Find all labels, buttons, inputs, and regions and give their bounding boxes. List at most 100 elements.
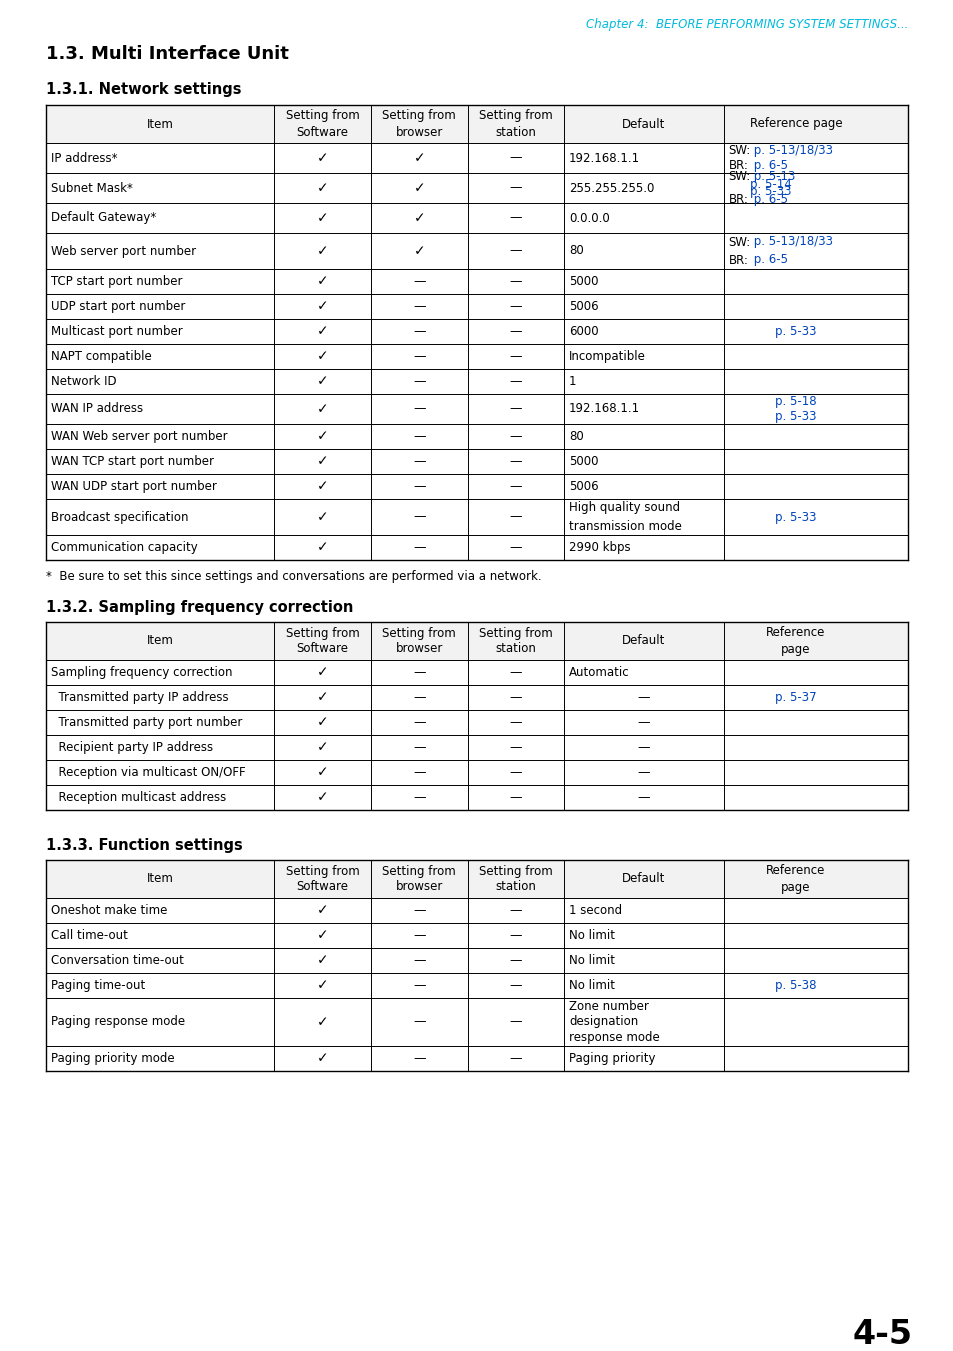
- Text: Default: Default: [621, 635, 665, 647]
- Text: —: —: [413, 403, 425, 416]
- Text: —: —: [413, 690, 425, 704]
- Text: High quality sound: High quality sound: [569, 501, 679, 515]
- Text: —: —: [509, 666, 521, 680]
- Text: ✓: ✓: [316, 211, 328, 226]
- Text: Transmitted party port number: Transmitted party port number: [51, 716, 242, 730]
- Text: SW:: SW:: [728, 145, 750, 157]
- Text: p. 5-33: p. 5-33: [775, 326, 816, 338]
- Text: ✓: ✓: [316, 1051, 328, 1066]
- Text: —: —: [509, 979, 521, 992]
- Text: Setting from
browser: Setting from browser: [382, 627, 456, 655]
- Text: Item: Item: [147, 873, 173, 885]
- Text: 5006: 5006: [569, 300, 598, 313]
- Text: response mode: response mode: [569, 1032, 659, 1044]
- Text: WAN IP address: WAN IP address: [51, 403, 143, 416]
- Text: —: —: [509, 403, 521, 416]
- Text: Communication capacity: Communication capacity: [51, 540, 197, 554]
- Text: Setting from
Software: Setting from Software: [286, 865, 359, 893]
- Text: BR:: BR:: [728, 193, 747, 205]
- Text: 1.3.2. Sampling frequency correction: 1.3.2. Sampling frequency correction: [46, 600, 353, 615]
- Text: p. 5-38: p. 5-38: [775, 979, 816, 992]
- Text: —: —: [413, 716, 425, 730]
- Text: —: —: [509, 1016, 521, 1028]
- Text: —: —: [509, 276, 521, 288]
- Text: p. 5-13/18/33: p. 5-13/18/33: [749, 145, 832, 157]
- Text: Setting from
Software: Setting from Software: [286, 627, 359, 655]
- Text: Item: Item: [147, 118, 173, 131]
- Text: ✓: ✓: [316, 690, 328, 704]
- Text: No limit: No limit: [569, 954, 615, 967]
- Text: —: —: [509, 716, 521, 730]
- Text: —: —: [413, 326, 425, 338]
- Text: p. 6-5: p. 6-5: [749, 254, 787, 266]
- Text: ✓: ✓: [316, 954, 328, 967]
- Text: —: —: [413, 1016, 425, 1028]
- Text: Setting from
browser: Setting from browser: [382, 865, 456, 893]
- Text: 5000: 5000: [569, 455, 598, 467]
- Text: —: —: [413, 766, 425, 780]
- Text: Default Gateway*: Default Gateway*: [51, 212, 156, 224]
- Text: 1.3.3. Function settings: 1.3.3. Function settings: [46, 838, 242, 852]
- Text: Automatic: Automatic: [569, 666, 629, 680]
- Text: ✓: ✓: [316, 374, 328, 389]
- Text: ✓: ✓: [316, 430, 328, 443]
- Text: —: —: [413, 480, 425, 493]
- Text: —: —: [413, 790, 425, 804]
- Text: p. 6-5: p. 6-5: [749, 159, 787, 172]
- Text: p. 5-13: p. 5-13: [749, 170, 794, 184]
- Text: 0.0.0.0: 0.0.0.0: [569, 212, 609, 224]
- Text: —: —: [509, 181, 521, 195]
- Text: No limit: No limit: [569, 979, 615, 992]
- Text: ✓: ✓: [316, 928, 328, 943]
- Text: ✓: ✓: [316, 904, 328, 917]
- Text: —: —: [509, 480, 521, 493]
- Text: Network ID: Network ID: [51, 376, 116, 388]
- Text: Paging priority: Paging priority: [569, 1052, 655, 1065]
- Text: Item: Item: [147, 635, 173, 647]
- Text: —: —: [413, 904, 425, 917]
- Text: —: —: [509, 350, 521, 363]
- Bar: [46, 861, 907, 898]
- Text: —: —: [509, 430, 521, 443]
- Text: ✓: ✓: [316, 790, 328, 804]
- Text: ✓: ✓: [316, 454, 328, 469]
- Text: —: —: [413, 430, 425, 443]
- Text: —: —: [509, 904, 521, 917]
- Bar: [46, 105, 907, 143]
- Text: Multicast port number: Multicast port number: [51, 326, 183, 338]
- Text: ✓: ✓: [316, 740, 328, 754]
- Text: —: —: [413, 376, 425, 388]
- Text: ✓: ✓: [316, 403, 328, 416]
- Text: SW:: SW:: [728, 235, 750, 249]
- Text: p. 5-33: p. 5-33: [775, 511, 816, 523]
- Text: Reference
page: Reference page: [765, 865, 824, 893]
- Text: —: —: [637, 716, 649, 730]
- Text: —: —: [413, 350, 425, 363]
- Text: Recipient party IP address: Recipient party IP address: [51, 740, 213, 754]
- Text: p. 5-13/18/33: p. 5-13/18/33: [749, 235, 832, 249]
- Text: 4-5: 4-5: [852, 1319, 912, 1351]
- Text: Incompatible: Incompatible: [569, 350, 645, 363]
- Text: —: —: [509, 212, 521, 224]
- Text: Reference page: Reference page: [749, 118, 841, 131]
- Text: —: —: [509, 376, 521, 388]
- Text: 192.168.1.1: 192.168.1.1: [569, 403, 639, 416]
- Text: —: —: [413, 276, 425, 288]
- Text: Subnet Mask*: Subnet Mask*: [51, 181, 132, 195]
- Text: Setting from
browser: Setting from browser: [382, 109, 456, 139]
- Text: 255.255.255.0: 255.255.255.0: [569, 181, 654, 195]
- Text: Setting from
Software: Setting from Software: [286, 109, 359, 139]
- Text: —: —: [509, 326, 521, 338]
- Text: 1: 1: [569, 376, 576, 388]
- Text: Reference
page: Reference page: [765, 627, 824, 655]
- Text: Broadcast specification: Broadcast specification: [51, 511, 189, 523]
- Text: p. 5-33: p. 5-33: [775, 409, 816, 423]
- Text: SW:: SW:: [728, 170, 750, 184]
- Text: —: —: [509, 740, 521, 754]
- Text: Default: Default: [621, 118, 665, 131]
- Text: ✓: ✓: [316, 324, 328, 339]
- Text: ✓: ✓: [316, 151, 328, 165]
- Text: —: —: [509, 511, 521, 523]
- Text: ✓: ✓: [316, 300, 328, 313]
- Text: Paging time-out: Paging time-out: [51, 979, 145, 992]
